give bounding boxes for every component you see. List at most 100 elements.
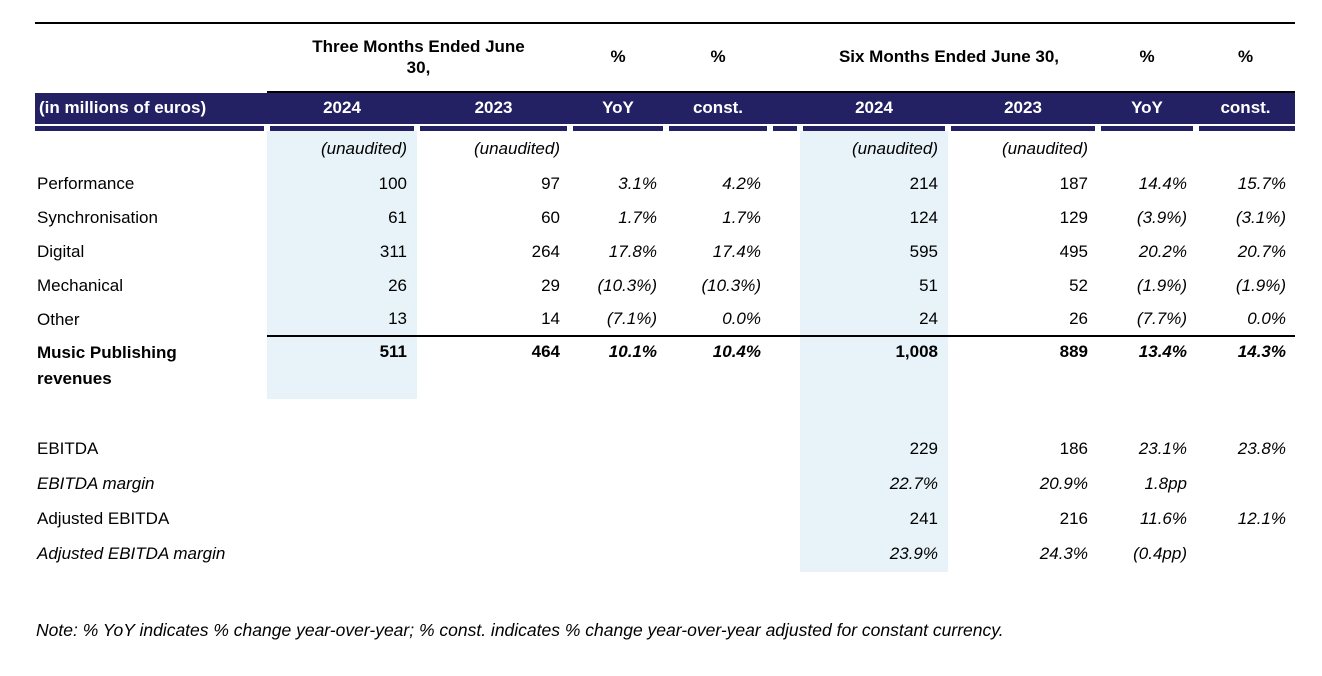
cell-6m-2024: 1,008 [800,337,948,399]
cell-3m-2024 [267,467,417,502]
cell-6m-2023: 129 [1059,207,1088,227]
cell-6m-yoy: (7.7%) [1098,303,1196,337]
empty-cell [35,131,267,167]
cell-6m-yoy: 11.6% [1140,509,1187,529]
cell-6m-const: 23.8% [1237,439,1286,459]
pct-header-6m-yoy: % [1098,24,1196,93]
cell-6m-2024: 595 [800,235,948,269]
table-row-digital: Digital 311 264 17.8% 17.4% 595 495 20.2… [35,235,1295,269]
spacer-cell [770,167,800,201]
cell-3m-yoy: (10.3%) [597,275,657,295]
rule-segment [800,124,948,131]
row-label: Synchronisation [37,207,158,227]
header-underline-rule [35,124,1295,131]
cell-3m-const: 17.4% [712,241,761,261]
cell-3m-2024: 26 [267,269,417,303]
row-label: Music Publishing revenues [37,343,177,388]
row-label: Adjusted EBITDA [37,509,170,529]
cell-6m-const: 14.3% [1237,342,1286,361]
unaudited-6m-2023: (unaudited) [1001,138,1088,158]
cell-6m-2023: 216 [1059,509,1088,529]
cell-3m-const [666,502,770,537]
cell-3m-yoy [570,537,666,572]
pct-header-3m-yoy: % [570,24,666,93]
blank-row [35,399,1295,432]
col-header-3m-const: const. [692,98,744,118]
cell-6m-2024: 214 [800,167,948,201]
cell-3m-2023: 14 [417,303,570,337]
table-row-other: Other 13 14 (7.1%) 0.0% 24 26 (7.7%) 0.0… [35,303,1295,337]
empty-cell [417,399,570,432]
spacer-cell [770,537,800,572]
cell-3m-2024 [267,432,417,467]
cell-3m-yoy: 10.1% [608,342,657,361]
cell-3m-2023: 60 [541,207,560,227]
empty-cell [666,399,770,432]
cell-3m-2023: 264 [531,241,560,261]
rule-segment [570,124,666,131]
empty-cell [1196,399,1295,432]
spacer-cell [770,93,800,124]
cell-3m-const: 4.2% [722,173,761,193]
empty-cell [35,399,267,432]
cell-3m-2024: 511 [267,337,417,399]
cell-6m-2024: 22.7% [800,467,948,502]
financial-report-page: Three Months Ended June 30, % % Six Mont… [35,22,1295,640]
cell-6m-yoy: (0.4pp) [1133,544,1187,564]
rule-segment [1098,124,1196,131]
col-header-6m-const: const. [1220,98,1271,118]
rule-segment [267,124,417,131]
table-row-synchronisation: Synchronisation 61 60 1.7% 1.7% 124 129 … [35,201,1295,235]
row-label: Mechanical [37,275,123,295]
cell-6m-yoy: 14.4% [1138,173,1187,193]
cell-3m-const: 1.7% [722,207,761,227]
empty-cell [570,399,666,432]
col-header-3m-2023: 2023 [474,98,513,118]
col-header-6m-2023: 2023 [1004,98,1042,118]
pct-header-3m-const: % [666,24,770,93]
cell-6m-2024: 241 [800,502,948,537]
music-publishing-results-table: Three Months Ended June 30, % % Six Mont… [35,22,1295,572]
cell-6m-2024: 23.9% [800,537,948,572]
spacer-cell [770,467,800,502]
empty-cell [666,131,770,167]
spacer-cell [770,303,800,337]
row-label: Digital [37,241,85,261]
cell-6m-yoy: 20.2% [1138,241,1187,261]
spacer-cell [770,24,800,93]
table-row-ebitda: EBITDA 229 186 23.1% 23.8% [35,432,1295,467]
cell-6m-const: 0.0% [1196,303,1295,337]
spacer-cell [770,235,800,269]
cell-6m-const: 20.7% [1237,241,1286,261]
spacer-cell [770,432,800,467]
cell-6m-yoy: (3.9%) [1136,207,1187,227]
cell-6m-2024: 24 [800,303,948,337]
cell-6m-yoy: 1.8pp [1144,474,1187,494]
cell-3m-2024: 311 [267,235,417,269]
cell-6m-2023: 889 [1059,342,1088,361]
cell-3m-2023 [417,467,570,502]
cell-6m-2023: 20.9% [1039,474,1088,494]
cell-6m-2023: 495 [1059,241,1088,261]
cell-6m-const: 12.1% [1237,509,1286,529]
cell-3m-2023: 464 [531,342,560,361]
unaudited-3m-2024: (unaudited) [267,131,417,167]
cell-6m-const: (3.1%) [1235,207,1286,227]
empty-cell [1098,131,1196,167]
cell-3m-2024: 100 [267,167,417,201]
empty-cell [1196,131,1295,167]
table-column-header-row: (in millions of euros) 2024 2023 YoY con… [35,93,1295,124]
unaudited-3m-2023: (unaudited) [473,138,560,158]
table-row-ebitda-margin: EBITDA margin 22.7% 20.9% 1.8pp [35,467,1295,502]
rule-segment [1196,124,1295,131]
cell-3m-const [666,467,770,502]
cell-3m-2023 [417,432,570,467]
cell-6m-yoy: 13.4% [1138,342,1187,361]
rule-segment [35,124,267,131]
row-label: Performance [37,173,135,193]
rule-segment [417,124,570,131]
cell-3m-2024 [267,502,417,537]
col-header-3m-yoy: YoY [602,98,634,118]
cell-6m-2024: 124 [800,201,948,235]
cell-6m-const: 15.7% [1237,173,1286,193]
